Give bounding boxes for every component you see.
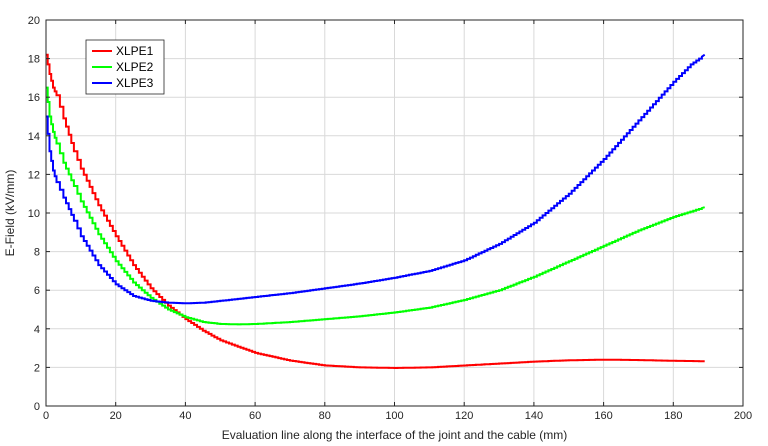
y-tick-label: 14 xyxy=(28,131,40,143)
x-tick-label: 60 xyxy=(249,410,261,422)
x-axis-title: Evaluation line along the interface of t… xyxy=(222,428,568,442)
y-tick-label: 4 xyxy=(34,324,40,336)
x-tick-label: 80 xyxy=(319,410,331,422)
ticks: 0 20 40 60 80 100 120 140 160 180 200 0 2 4 6 8 10 12 14 16… xyxy=(28,15,752,422)
legend-label: XLPE3 xyxy=(116,76,154,90)
y-tick-label: 0 xyxy=(34,401,40,413)
y-tick-label: 8 xyxy=(34,247,40,259)
x-tick-label: 120 xyxy=(455,410,473,422)
x-tick-label: 20 xyxy=(110,410,122,422)
legend-items: XLPE1 XLPE2 XLPE3 xyxy=(92,44,154,90)
x-tick-label: 200 xyxy=(734,410,752,422)
y-tick-label: 12 xyxy=(28,169,40,181)
series-line-xlpe2 xyxy=(46,86,705,326)
y-tick-label: 18 xyxy=(28,54,40,66)
series-group xyxy=(46,53,706,369)
x-tick-label: 140 xyxy=(525,410,543,422)
x-tick-label: 0 xyxy=(43,410,49,422)
x-tick-label: 100 xyxy=(385,410,403,422)
y-tick-label: 10 xyxy=(28,208,40,220)
x-tick-label: 180 xyxy=(664,410,682,422)
x-tick-label: 40 xyxy=(179,410,191,422)
x-tick-label: 160 xyxy=(594,410,612,422)
y-tick-label: 6 xyxy=(34,285,40,297)
y-tick-label: 16 xyxy=(28,92,40,104)
y-axis-title: E-Field (kV/mm) xyxy=(3,170,17,257)
y-tick-label: 2 xyxy=(34,362,40,374)
grid xyxy=(46,20,743,406)
legend-label: XLPE1 xyxy=(116,44,154,58)
y-tick-label: 20 xyxy=(28,15,40,27)
series-line-xlpe3 xyxy=(46,53,706,305)
series-line-xlpe1 xyxy=(46,53,705,369)
legend: XLPE1 XLPE2 XLPE3 xyxy=(85,39,165,95)
legend-label: XLPE2 xyxy=(116,60,154,74)
